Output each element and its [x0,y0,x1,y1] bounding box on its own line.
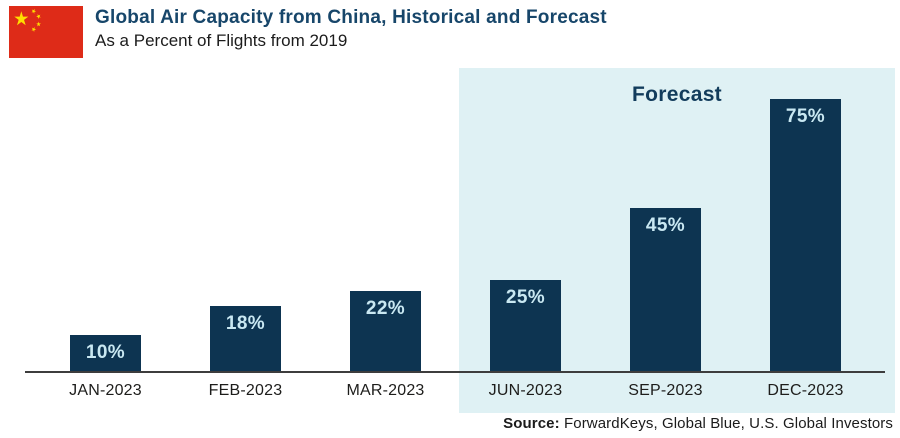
bar-jan-2023: 10% [70,335,141,371]
bar-value-label: 75% [785,106,826,127]
flag-field [9,6,83,58]
bar-value-label: 18% [225,313,266,334]
forecast-label: Forecast [632,83,722,106]
chart-title: Global Air Capacity from China, Historic… [95,7,607,28]
x-axis-label: JUN-2023 [488,382,563,399]
x-axis-label: SEP-2023 [628,382,703,399]
bar-jun-2023: 25% [490,280,561,371]
bar-mar-2023: 22% [350,291,421,371]
x-axis-label: JAN-2023 [69,382,142,399]
china-flag-icon [9,6,83,58]
source-label: Source: [503,415,560,432]
x-axis-label: FEB-2023 [208,382,283,399]
x-axis-label: MAR-2023 [346,382,425,399]
bar-value-label: 25% [505,287,546,308]
bar-dec-2023: 75% [770,99,841,371]
bar-value-label: 10% [85,342,126,363]
x-axis-line [25,371,885,373]
chart-subtitle: As a Percent of Flights from 2019 [95,31,348,50]
bar-value-label: 45% [645,215,686,236]
source-line: Source: ForwardKeys, Global Blue, U.S. G… [503,415,893,432]
bar-feb-2023: 18% [210,306,281,371]
bar-value-label: 22% [365,298,406,319]
x-axis-label: DEC-2023 [767,382,844,399]
bar-sep-2023: 45% [630,208,701,371]
source-text: ForwardKeys, Global Blue, U.S. Global In… [559,415,893,432]
